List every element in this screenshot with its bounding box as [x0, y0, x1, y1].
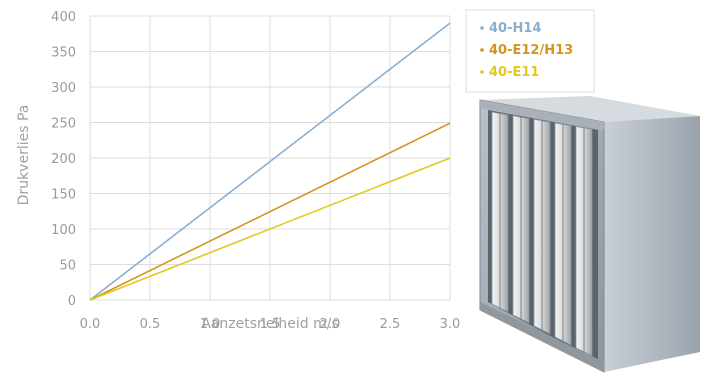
legend-entry: 40-H14 [489, 21, 541, 36]
legend-entry: 40-E12/H13 [489, 43, 573, 58]
legend-marker [480, 48, 484, 52]
y-tick-label: 300 [51, 81, 76, 96]
series-line-40-e12-h13 [89, 122, 451, 301]
x-tick-labels: 0.0 0.5 1.0 1.5 2.0 2.5 3.0 [80, 317, 461, 332]
legend: 40-H14 40-E12/H13 40-E11 [465, 9, 595, 93]
y-tick-label: 350 [51, 46, 76, 61]
x-tick-label: 3.0 [440, 317, 461, 332]
series-lines [89, 22, 451, 301]
x-tick-label: 1.5 [260, 317, 281, 332]
y-tick-labels: 0 50 100 150 200 250 300 350 400 [51, 10, 76, 309]
series-line-40-e11 [89, 157, 451, 301]
grid [89, 15, 451, 301]
x-tick-label: 1.0 [200, 317, 221, 332]
y-tick-label: 100 [51, 223, 76, 238]
y-tick-label: 50 [59, 259, 76, 274]
y-tick-label: 250 [51, 117, 76, 132]
y-tick-label: 400 [51, 10, 76, 25]
y-tick-label: 0 [68, 294, 76, 309]
filter-product-image [479, 96, 700, 373]
x-tick-label: 0.5 [140, 317, 161, 332]
legend-marker [480, 70, 484, 74]
y-tick-label: 200 [51, 152, 76, 167]
series-line-40-h14 [89, 22, 451, 301]
x-tick-label: 2.5 [380, 317, 401, 332]
x-axis-title: Aanzetsnelheid m/s [201, 316, 339, 332]
legend-entry: 40-E11 [489, 65, 539, 80]
legend-marker [480, 26, 484, 30]
legend-items: 40-H14 40-E12/H13 40-E11 [480, 21, 573, 80]
legend-box [465, 9, 595, 93]
x-tick-label: 0.0 [80, 317, 101, 332]
x-tick-label: 2.0 [320, 317, 341, 332]
y-tick-label: 150 [51, 188, 76, 203]
y-axis-title: Drukverlies Pa [16, 105, 32, 206]
